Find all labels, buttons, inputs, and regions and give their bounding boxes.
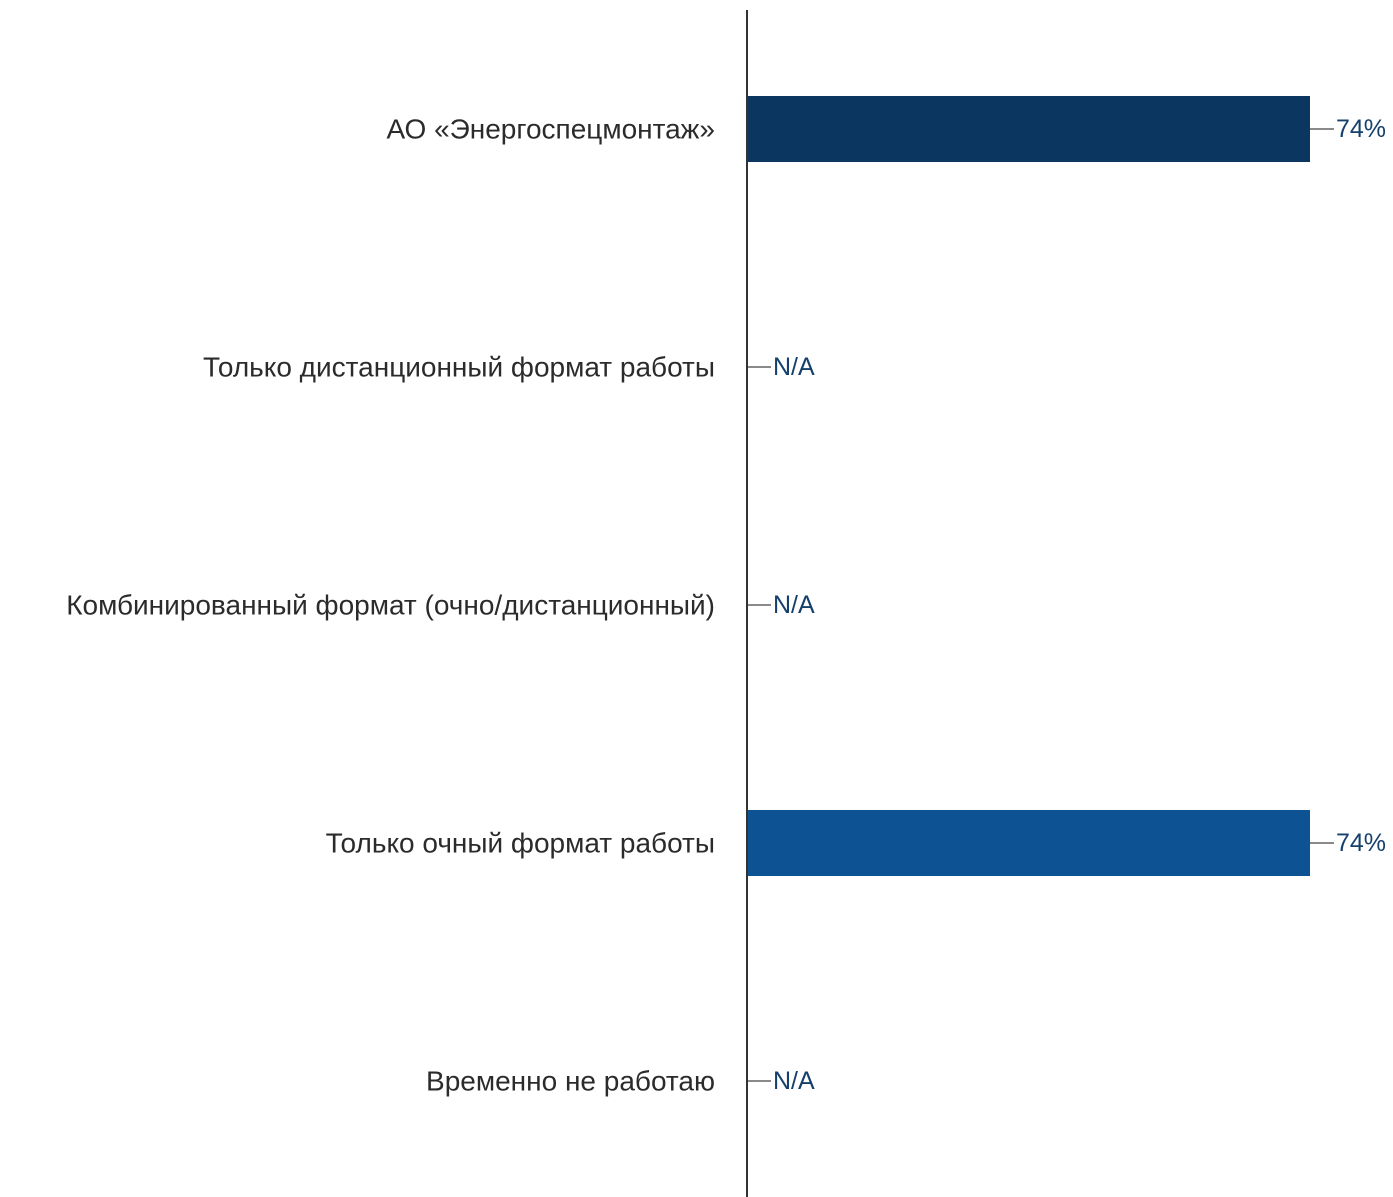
category-label: Только очный формат работы (326, 828, 715, 859)
category-label: АО «Энергоспецмонтаж» (386, 114, 715, 145)
bar (747, 810, 1310, 876)
value-label: 74% (1336, 115, 1386, 143)
category-label: Комбинированный формат (очно/дистанционн… (66, 590, 715, 621)
value-label: N/A (773, 1067, 815, 1095)
value-label: N/A (773, 591, 815, 619)
bar (747, 96, 1310, 162)
category-label: Только дистанционный формат работы (203, 352, 715, 383)
value-label: N/A (773, 353, 815, 381)
value-label: 74% (1336, 829, 1386, 857)
category-label: Временно не работаю (426, 1066, 715, 1097)
